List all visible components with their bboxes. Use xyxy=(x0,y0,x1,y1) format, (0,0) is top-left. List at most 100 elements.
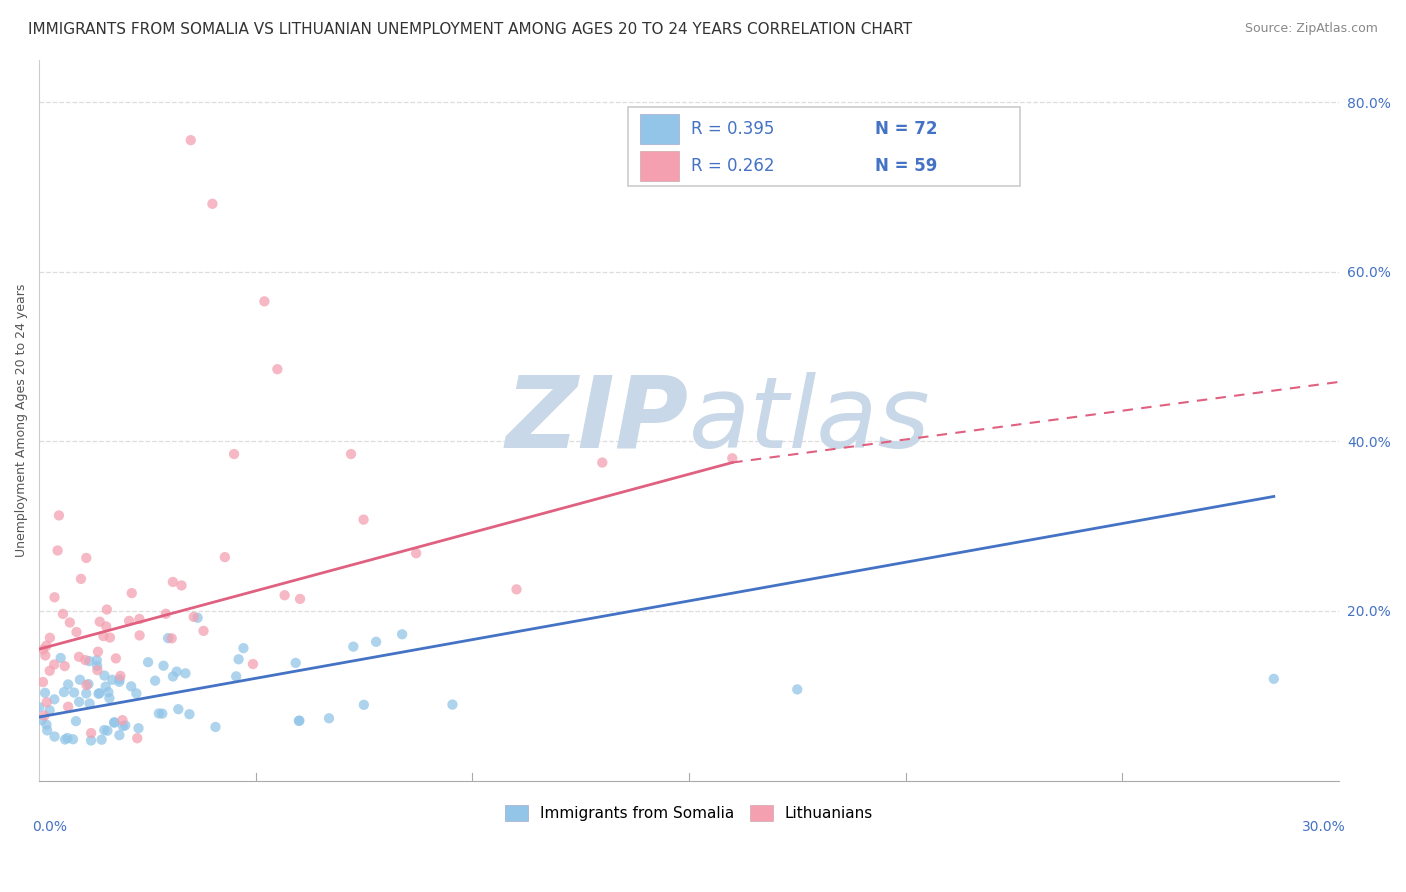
Point xyxy=(37,723,59,738)
Point xyxy=(93,723,115,737)
Point xyxy=(93,629,115,643)
Point xyxy=(273,588,295,602)
Point xyxy=(62,732,84,747)
Point xyxy=(96,723,118,738)
Point xyxy=(166,665,188,679)
Point xyxy=(405,546,427,560)
Point xyxy=(44,692,66,706)
Point xyxy=(114,718,136,732)
Point xyxy=(44,591,66,605)
Point xyxy=(70,572,93,586)
Point xyxy=(94,680,117,694)
Point xyxy=(288,714,311,728)
Point xyxy=(505,582,527,597)
Point xyxy=(32,675,55,690)
Point xyxy=(121,586,143,600)
Point xyxy=(225,669,247,683)
Point xyxy=(152,658,174,673)
Point xyxy=(127,731,149,746)
Text: N = 72: N = 72 xyxy=(875,120,938,138)
Point xyxy=(86,663,108,677)
Point xyxy=(76,678,98,692)
Point xyxy=(89,686,111,700)
Point xyxy=(56,731,79,745)
Point xyxy=(288,591,311,606)
Point xyxy=(128,721,150,735)
Text: ZIP: ZIP xyxy=(506,372,689,468)
Point xyxy=(174,666,197,681)
Point xyxy=(38,664,60,678)
Point xyxy=(222,447,245,461)
Point xyxy=(167,702,190,716)
Point xyxy=(128,628,150,642)
Point xyxy=(53,732,76,747)
Point xyxy=(98,631,121,645)
Text: Source: ZipAtlas.com: Source: ZipAtlas.com xyxy=(1244,22,1378,36)
Point xyxy=(160,632,183,646)
Point xyxy=(157,631,180,645)
Point xyxy=(44,657,66,672)
Point xyxy=(284,656,307,670)
Point xyxy=(31,713,53,727)
Point xyxy=(80,733,103,747)
Point xyxy=(148,706,170,721)
Point xyxy=(87,687,110,701)
Point xyxy=(38,631,60,645)
Point xyxy=(162,669,184,683)
Point xyxy=(87,645,110,659)
Point xyxy=(391,627,413,641)
Point xyxy=(52,685,75,699)
Point xyxy=(48,508,70,523)
Point xyxy=(53,659,76,673)
Point xyxy=(340,447,363,461)
Point xyxy=(204,720,226,734)
Point xyxy=(150,706,173,721)
Point xyxy=(183,610,205,624)
Point xyxy=(318,711,340,725)
Text: R = 0.395: R = 0.395 xyxy=(690,120,775,138)
Point xyxy=(89,615,111,629)
Y-axis label: Unemployment Among Ages 20 to 24 years: Unemployment Among Ages 20 to 24 years xyxy=(15,284,28,557)
Point xyxy=(101,673,124,687)
Point xyxy=(65,625,87,640)
Point xyxy=(786,682,808,697)
Point xyxy=(353,513,375,527)
Point xyxy=(128,612,150,626)
Point xyxy=(441,698,464,712)
Point xyxy=(193,624,215,638)
Point xyxy=(242,657,264,671)
Point xyxy=(77,677,100,691)
Point xyxy=(46,543,69,558)
Point xyxy=(79,697,101,711)
Point xyxy=(170,578,193,592)
Point xyxy=(35,695,58,709)
Point xyxy=(232,641,254,656)
Point xyxy=(56,699,79,714)
Point xyxy=(201,196,224,211)
Point xyxy=(118,614,141,628)
Point xyxy=(214,550,236,565)
Point xyxy=(721,451,744,466)
Point xyxy=(228,652,250,666)
Point xyxy=(591,456,613,470)
Legend: Immigrants from Somalia, Lithuanians: Immigrants from Somalia, Lithuanians xyxy=(499,799,879,827)
Point xyxy=(266,362,288,376)
Point xyxy=(52,607,75,621)
Text: N = 59: N = 59 xyxy=(875,157,938,176)
Point xyxy=(136,655,159,669)
Point xyxy=(187,611,209,625)
Point xyxy=(49,651,72,665)
Text: IMMIGRANTS FROM SOMALIA VS LITHUANIAN UNEMPLOYMENT AMONG AGES 20 TO 24 YEARS COR: IMMIGRANTS FROM SOMALIA VS LITHUANIAN UN… xyxy=(28,22,912,37)
Point xyxy=(103,715,125,730)
Point xyxy=(179,707,201,722)
Point xyxy=(155,607,177,621)
Point xyxy=(65,714,87,728)
Point xyxy=(353,698,375,712)
Point xyxy=(180,133,202,147)
Point xyxy=(288,714,311,728)
Point xyxy=(35,639,58,653)
Point xyxy=(69,673,91,687)
Text: 30.0%: 30.0% xyxy=(1302,821,1346,834)
Point xyxy=(96,619,118,633)
Text: R = 0.262: R = 0.262 xyxy=(690,157,775,176)
